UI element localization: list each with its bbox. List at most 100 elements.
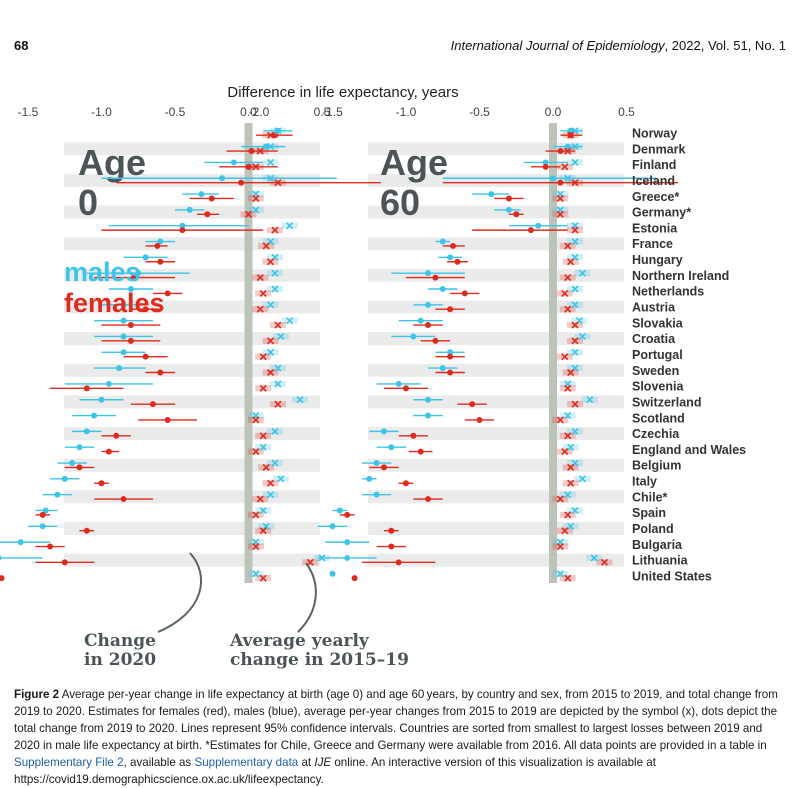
male-2020-dot: [76, 444, 83, 451]
male-avg-marker: [571, 285, 579, 293]
female-avg-marker: [274, 400, 282, 408]
male-2020-dot: [142, 254, 149, 261]
male-2020-dot: [116, 365, 123, 372]
male-avg-marker: [259, 443, 267, 451]
x-tick-label: -1.5: [18, 105, 39, 119]
male-avg-marker: [274, 380, 282, 388]
female-avg-marker: [571, 337, 579, 345]
male-avg-marker: [252, 206, 260, 214]
country-label: Austria: [632, 301, 676, 315]
x-tick-label: 0.0: [240, 105, 257, 119]
female-avg-marker: [571, 226, 579, 234]
male-2020-dot: [542, 159, 549, 166]
female-avg-marker: [556, 210, 564, 218]
female-2020-dot: [98, 480, 105, 487]
male-2020-dot: [127, 286, 134, 292]
male-2020-dot: [42, 507, 49, 514]
country-label: Northern Ireland: [632, 269, 729, 283]
row-band: [64, 522, 320, 535]
row-band: [368, 458, 624, 472]
female-2020-dot: [154, 242, 161, 249]
female-2020-dot: [469, 401, 476, 408]
female-avg-marker: [561, 353, 569, 361]
male-2020-dot: [447, 254, 454, 261]
row-band: [368, 237, 624, 251]
male-2020-dot: [135, 270, 142, 277]
age-value-label: 60: [380, 182, 420, 223]
male-avg-marker: [274, 364, 282, 372]
male-2020-dot: [120, 333, 127, 340]
female-2020-dot: [542, 163, 549, 170]
female-avg-marker: [564, 574, 572, 582]
female-2020-dot: [454, 258, 461, 265]
male-avg-marker: [567, 522, 575, 530]
female-2020-dot: [403, 385, 409, 392]
female-2020-dot: [127, 337, 134, 344]
female-2020-dot: [248, 148, 255, 155]
female-2020-dot: [179, 227, 186, 234]
volume-info: , 2022, Vol. 51, No. 1: [664, 38, 786, 53]
male-2020-dot: [186, 206, 193, 213]
female-2020-dot: [527, 227, 534, 234]
row-band: [64, 205, 320, 219]
female-avg-marker: [259, 432, 267, 440]
x-tick-label: 0.5: [618, 105, 635, 119]
male-2020-dot: [425, 301, 432, 308]
country-label: Poland: [632, 522, 674, 536]
female-avg-marker: [256, 495, 264, 503]
male-avg-marker: [277, 332, 285, 341]
country-label: Denmark: [632, 142, 686, 156]
female-2020-dot: [450, 242, 457, 249]
country-label: Germany*: [632, 206, 691, 220]
country-label: Switzerland: [632, 395, 701, 409]
male-2020-dot: [373, 491, 380, 498]
male-2020-dot: [329, 523, 336, 530]
female-avg-marker: [259, 574, 267, 582]
supplementary-file-link[interactable]: Supplementary File 2: [14, 756, 124, 769]
male-avg-marker: [571, 506, 579, 515]
female-avg-marker: [259, 289, 267, 297]
male-2020-dot: [230, 159, 237, 166]
female-avg-marker: [259, 384, 267, 392]
female-avg-marker: [571, 179, 579, 187]
row-band: [368, 332, 624, 346]
country-label: United States: [632, 569, 712, 583]
country-label: Greece*: [632, 190, 679, 204]
female-avg-marker: [262, 242, 270, 250]
female-2020-dot: [164, 290, 171, 297]
female-2020-dot: [157, 258, 164, 265]
male-2020-dot: [263, 143, 270, 150]
caption-text: , available as: [123, 756, 195, 769]
age-value-label: 0: [78, 182, 98, 223]
male-avg-marker: [271, 459, 279, 467]
country-label: Iceland: [632, 174, 675, 188]
female-2020-dot: [344, 511, 351, 518]
female-2020-dot: [83, 527, 90, 534]
male-2020-dot: [447, 349, 454, 356]
row-band: [368, 427, 624, 441]
country-label: England and Wales: [632, 443, 746, 457]
female-2020-dot: [425, 496, 432, 503]
female-2020-dot: [113, 432, 120, 439]
male-avg-marker: [296, 396, 304, 404]
male-avg-marker: [266, 143, 275, 151]
female-avg-marker: [274, 321, 282, 329]
female-2020-dot: [351, 575, 358, 582]
male-2020-dot: [380, 428, 387, 435]
supplementary-data-link[interactable]: Supplementary data: [194, 756, 299, 769]
male-2020-dot: [98, 396, 105, 403]
female-avg-marker: [567, 479, 575, 487]
male-avg-marker: [578, 269, 586, 277]
male-avg-marker: [564, 174, 572, 182]
country-label: France: [632, 237, 673, 251]
row-band: [368, 553, 624, 567]
female-avg-marker: [266, 368, 275, 377]
female-2020-dot: [105, 448, 112, 455]
male-avg-marker: [259, 506, 267, 515]
zero-reference-line: [244, 123, 253, 583]
country-label: Norway: [632, 127, 677, 141]
row-band: [64, 458, 320, 472]
journal-name: International Journal of Epidemiology: [450, 38, 665, 53]
country-label: Sweden: [632, 364, 679, 378]
figure-label: Figure 2: [14, 688, 60, 701]
